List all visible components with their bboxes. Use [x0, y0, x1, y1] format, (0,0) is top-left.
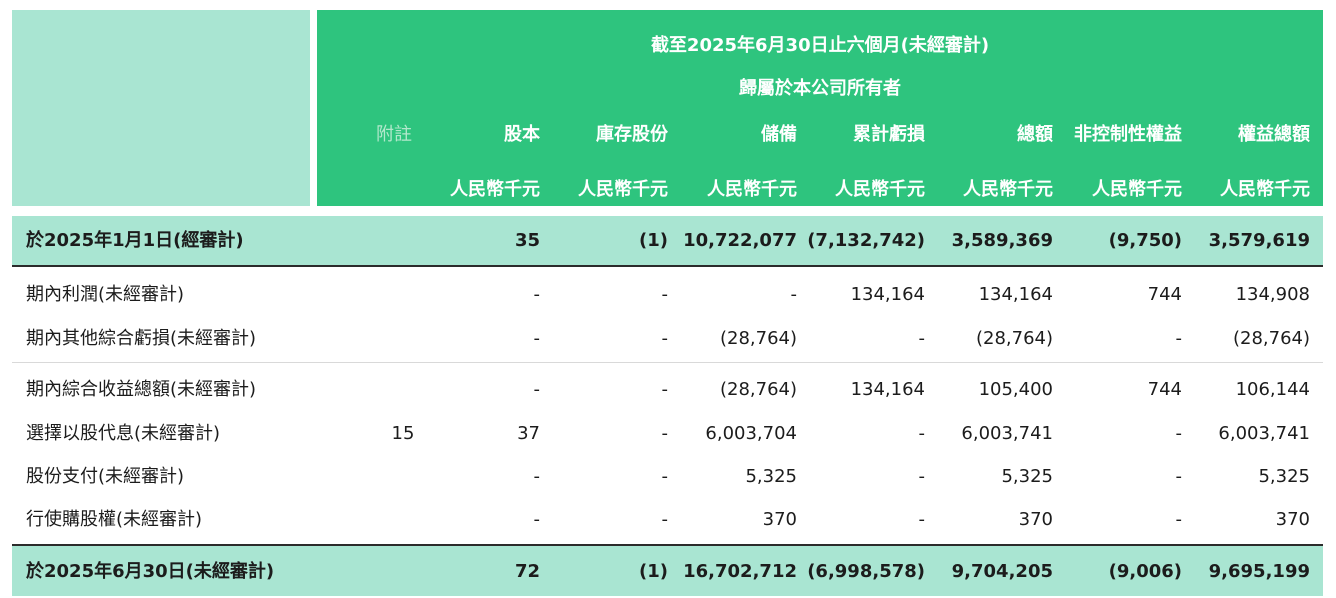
attributable-heading: 歸屬於本公司所有者 [739, 78, 901, 99]
cell-nci: - [1175, 328, 1183, 349]
cell-accumulated-losses: 134,164 [850, 284, 925, 305]
cell-total-equity: (28,764) [1232, 328, 1310, 349]
cell-treasury-shares: - [661, 509, 669, 530]
cell-accumulated-losses: - [918, 509, 926, 530]
cell-nci: 744 [1147, 284, 1182, 305]
row-label: 選擇以股代息(未經審計) [26, 423, 221, 444]
cell-reserves: 6,003,704 [705, 423, 797, 444]
cell-total-equity: 5,325 [1258, 466, 1310, 487]
col-header-accumulated-losses: 累計虧損 [853, 124, 925, 145]
table-row: 行使購股權(未經審計) - - 370 - 370 - 370 [12, 501, 1323, 539]
unit-label: 人民幣千元 [963, 179, 1053, 200]
cell-total-equity: 370 [1275, 509, 1310, 530]
col-header-total-equity: 權益總額 [1238, 124, 1310, 145]
cell-total-equity: 6,003,741 [1218, 423, 1310, 444]
cell-accumulated-losses: (6,998,578) [807, 561, 925, 582]
cell-total-equity: 134,908 [1235, 284, 1310, 305]
table-row: 期內綜合收益總額(未經審計) - - (28,764) 134,164 105,… [12, 371, 1323, 409]
row-label: 股份支付(未經審計) [26, 466, 185, 487]
cell-total-equity: 106,144 [1235, 379, 1310, 400]
table-row: 選擇以股代息(未經審計) 15 37 - 6,003,704 - 6,003,7… [12, 415, 1323, 453]
divider [12, 362, 1323, 363]
col-header-nci: 非控制性權益 [1074, 124, 1182, 145]
cell-treasury-shares: (1) [639, 230, 668, 251]
cell-total: 6,003,741 [961, 423, 1053, 444]
col-header-treasury-shares: 庫存股份 [596, 124, 668, 145]
col-header-note: 附註 [376, 124, 412, 145]
cell-total: 370 [1018, 509, 1053, 530]
row-label: 行使購股權(未經審計) [26, 509, 203, 530]
cell-share-capital: - [533, 328, 541, 349]
cell-accumulated-losses: (7,132,742) [807, 230, 925, 251]
row-label: 期內利潤(未經審計) [26, 284, 185, 305]
col-header-share-capital: 股本 [504, 124, 540, 145]
cell-treasury-shares: - [661, 423, 669, 444]
unit-label: 人民幣千元 [707, 179, 797, 200]
cell-total-equity: 9,695,199 [1208, 561, 1310, 582]
cell-share-capital: 35 [514, 230, 540, 251]
table-row: 股份支付(未經審計) - - 5,325 - 5,325 - 5,325 [12, 458, 1323, 496]
row-label: 於2025年6月30日(未經審計) [26, 561, 275, 582]
cell-reserves: 370 [762, 509, 797, 530]
period-heading: 截至2025年6月30日止六個月(未經審計) [650, 35, 990, 56]
cell-reserves: (28,764) [719, 379, 797, 400]
closing-balance-band [12, 546, 1323, 596]
cell-total: 134,164 [978, 284, 1053, 305]
cell-nci: (9,750) [1108, 230, 1182, 251]
cell-treasury-shares: - [661, 284, 669, 305]
col-header-reserves: 儲備 [761, 124, 797, 145]
row-label: 期內其他綜合虧損(未經審計) [26, 328, 257, 349]
table-row: 期內其他綜合虧損(未經審計) - - (28,764) - (28,764) -… [12, 320, 1323, 358]
cell-reserves: 16,702,712 [683, 561, 797, 582]
cell-treasury-shares: - [661, 466, 669, 487]
divider [12, 544, 1323, 546]
cell-total: 3,589,369 [951, 230, 1053, 251]
cell-reserves: 10,722,077 [683, 230, 797, 251]
cell-share-capital: - [533, 284, 541, 305]
cell-nci: 744 [1147, 379, 1182, 400]
cell-reserves: (28,764) [719, 328, 797, 349]
cell-share-capital: - [533, 509, 541, 530]
cell-nci: - [1175, 466, 1183, 487]
table-row: 期內利潤(未經審計) - - - 134,164 134,164 744 134… [12, 276, 1323, 314]
cell-share-capital: 72 [514, 561, 540, 582]
cell-note: 15 [391, 423, 415, 444]
cell-treasury-shares: - [661, 379, 669, 400]
cell-nci: - [1175, 509, 1183, 530]
opening-balance-band [12, 216, 1323, 265]
cell-accumulated-losses: - [918, 328, 926, 349]
cell-total: 5,325 [1001, 466, 1053, 487]
cell-accumulated-losses: 134,164 [850, 379, 925, 400]
header-blank-cell [12, 10, 310, 206]
row-label: 期內綜合收益總額(未經審計) [26, 379, 257, 400]
cell-accumulated-losses: - [918, 423, 926, 444]
unit-label: 人民幣千元 [1092, 179, 1182, 200]
col-header-total: 總額 [1017, 124, 1053, 145]
cell-nci: (9,006) [1108, 561, 1182, 582]
cell-total: 9,704,205 [951, 561, 1053, 582]
cell-share-capital: 37 [517, 423, 540, 444]
cell-share-capital: - [533, 466, 541, 487]
cell-total-equity: 3,579,619 [1208, 230, 1310, 251]
cell-total: 105,400 [978, 379, 1053, 400]
table-row-closing: 於2025年6月30日(未經審計) 72 (1) 16,702,712 (6,9… [12, 553, 1323, 591]
table-row-opening: 於2025年1月1日(經審計) 35 (1) 10,722,077 (7,132… [12, 222, 1323, 260]
row-label: 於2025年1月1日(經審計) [26, 230, 244, 251]
cell-reserves: - [790, 284, 798, 305]
unit-label: 人民幣千元 [450, 179, 540, 200]
unit-label: 人民幣千元 [1220, 179, 1310, 200]
divider [12, 265, 1323, 267]
unit-label: 人民幣千元 [578, 179, 668, 200]
cell-nci: - [1175, 423, 1183, 444]
unit-label: 人民幣千元 [835, 179, 925, 200]
cell-treasury-shares: (1) [639, 561, 668, 582]
cell-total: (28,764) [975, 328, 1053, 349]
cell-share-capital: - [533, 379, 541, 400]
cell-accumulated-losses: - [918, 466, 926, 487]
cell-reserves: 5,325 [745, 466, 797, 487]
cell-treasury-shares: - [661, 328, 669, 349]
header-panel: 截至2025年6月30日止六個月(未經審計) 歸屬於本公司所有者 附註 股本 庫… [317, 10, 1323, 206]
